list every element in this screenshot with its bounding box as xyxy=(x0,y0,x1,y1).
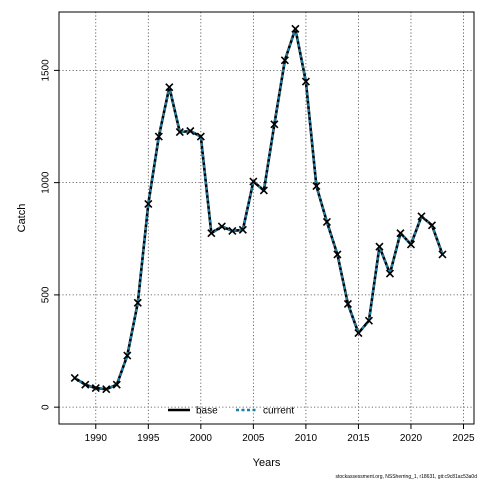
x-tick-label: 2000 xyxy=(190,433,213,444)
data-point-marker xyxy=(322,217,331,226)
data-point-marker xyxy=(312,181,321,191)
y-axis-title: Catch xyxy=(16,204,28,233)
data-point-marker xyxy=(133,298,142,307)
data-point-marker xyxy=(165,83,174,92)
x-tick-label: 2025 xyxy=(452,433,475,444)
data-point-marker xyxy=(427,221,437,230)
data-point-marker xyxy=(154,132,163,141)
data-point-marker xyxy=(301,77,310,86)
axis-ticks: 1990 1995 2000 2005 2010 2015 2020 2025 0 500 1000… xyxy=(41,59,475,444)
y-tick-label: 1000 xyxy=(41,171,52,194)
data-point-marker xyxy=(81,380,90,389)
data-point-marker xyxy=(280,56,289,65)
legend-label-current: current xyxy=(263,406,294,417)
data-point-marker xyxy=(207,229,216,238)
series-layer xyxy=(70,24,447,394)
data-point-marker xyxy=(102,385,111,394)
data-point-marker xyxy=(175,128,184,137)
x-tick-label: 1990 xyxy=(85,433,108,444)
data-point-marker xyxy=(364,316,374,325)
data-point-marker xyxy=(333,250,342,259)
x-tick-label: 1995 xyxy=(137,433,160,444)
data-point-marker xyxy=(375,242,384,251)
data-point-marker xyxy=(112,380,121,389)
data-point-marker xyxy=(186,126,195,136)
data-point-marker xyxy=(343,299,352,308)
legend: base current xyxy=(168,406,294,417)
legend-label-base: base xyxy=(196,406,218,417)
caption-text: stockassessment.org, NSSherring_1, r1863… xyxy=(336,474,478,480)
x-tick-label: 2010 xyxy=(295,433,318,444)
data-point-marker xyxy=(406,240,416,249)
data-point-marker xyxy=(144,199,153,209)
data-point-marker xyxy=(259,186,268,195)
data-point-marker xyxy=(438,250,447,259)
data-point-marker xyxy=(385,269,395,278)
y-tick-label: 0 xyxy=(41,404,52,410)
data-point-marker xyxy=(291,24,300,33)
data-point-marker xyxy=(123,351,132,360)
data-point-marker xyxy=(396,229,405,238)
series-line-current xyxy=(74,27,444,391)
data-point-marker xyxy=(270,120,279,129)
y-tick-label: 500 xyxy=(41,286,52,303)
data-point-marker xyxy=(70,373,79,383)
data-point-marker xyxy=(417,212,426,221)
data-point-marker xyxy=(91,384,100,393)
plot-frame xyxy=(58,11,475,425)
data-point-marker xyxy=(238,225,247,234)
data-point-marker xyxy=(217,222,226,231)
data-point-marker xyxy=(354,329,363,338)
x-tick-label: 2015 xyxy=(347,433,370,444)
x-axis-title: Years xyxy=(253,457,281,469)
x-tick-label: 2020 xyxy=(400,433,423,444)
data-point-marker xyxy=(249,177,258,186)
x-tick-label: 2005 xyxy=(242,433,265,444)
data-point-marker xyxy=(196,132,205,141)
data-point-marker xyxy=(228,226,237,235)
y-tick-label: 1500 xyxy=(41,59,52,82)
